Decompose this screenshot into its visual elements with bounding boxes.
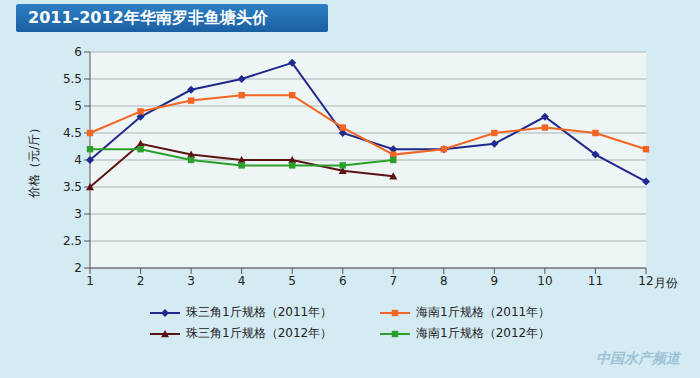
svg-text:4: 4: [74, 153, 82, 167]
svg-text:5.5: 5.5: [63, 72, 82, 86]
svg-text:3.5: 3.5: [63, 180, 82, 194]
svg-text:4: 4: [238, 274, 246, 288]
html-text:2011-2012年华南罗非鱼塘头价: 2011-2012年华南罗非鱼塘头价: [28, 8, 268, 27]
svg-text:1: 1: [86, 274, 94, 288]
svg-text:9: 9: [491, 274, 499, 288]
svg-text:5: 5: [288, 274, 296, 288]
html-text:中国水产频道: 中国水产频道: [596, 350, 680, 366]
html-text:海南1斤规格（2011年）: 海南1斤规格（2011年）: [416, 305, 551, 319]
svg-text:8: 8: [440, 274, 448, 288]
svg-text:6: 6: [339, 274, 347, 288]
svg-text:4.5: 4.5: [63, 126, 82, 140]
html-text:珠三角1斤规格（2011年）: 珠三角1斤规格（2011年）: [186, 305, 333, 319]
svg-text:2: 2: [74, 261, 82, 275]
svg-text:5: 5: [74, 99, 82, 113]
svg-text:2.5: 2.5: [63, 234, 82, 248]
svg-text:11: 11: [588, 274, 603, 288]
svg-text:3: 3: [187, 274, 195, 288]
svg-text:3: 3: [74, 207, 82, 221]
html-text:珠三角1斤规格（2012年）: 珠三角1斤规格（2012年）: [186, 326, 333, 340]
svg-text:12: 12: [638, 274, 653, 288]
svg-text:6: 6: [74, 45, 82, 59]
html-text:海南1斤规格（2012年）: 海南1斤规格（2012年）: [416, 326, 551, 340]
svg-text:10: 10: [537, 274, 552, 288]
svg-text:价格（元/斤）: 价格（元/斤）: [27, 122, 41, 199]
svg-text:2: 2: [137, 274, 145, 288]
svg-text:7: 7: [389, 274, 397, 288]
svg-text:月份: 月份: [654, 276, 678, 290]
